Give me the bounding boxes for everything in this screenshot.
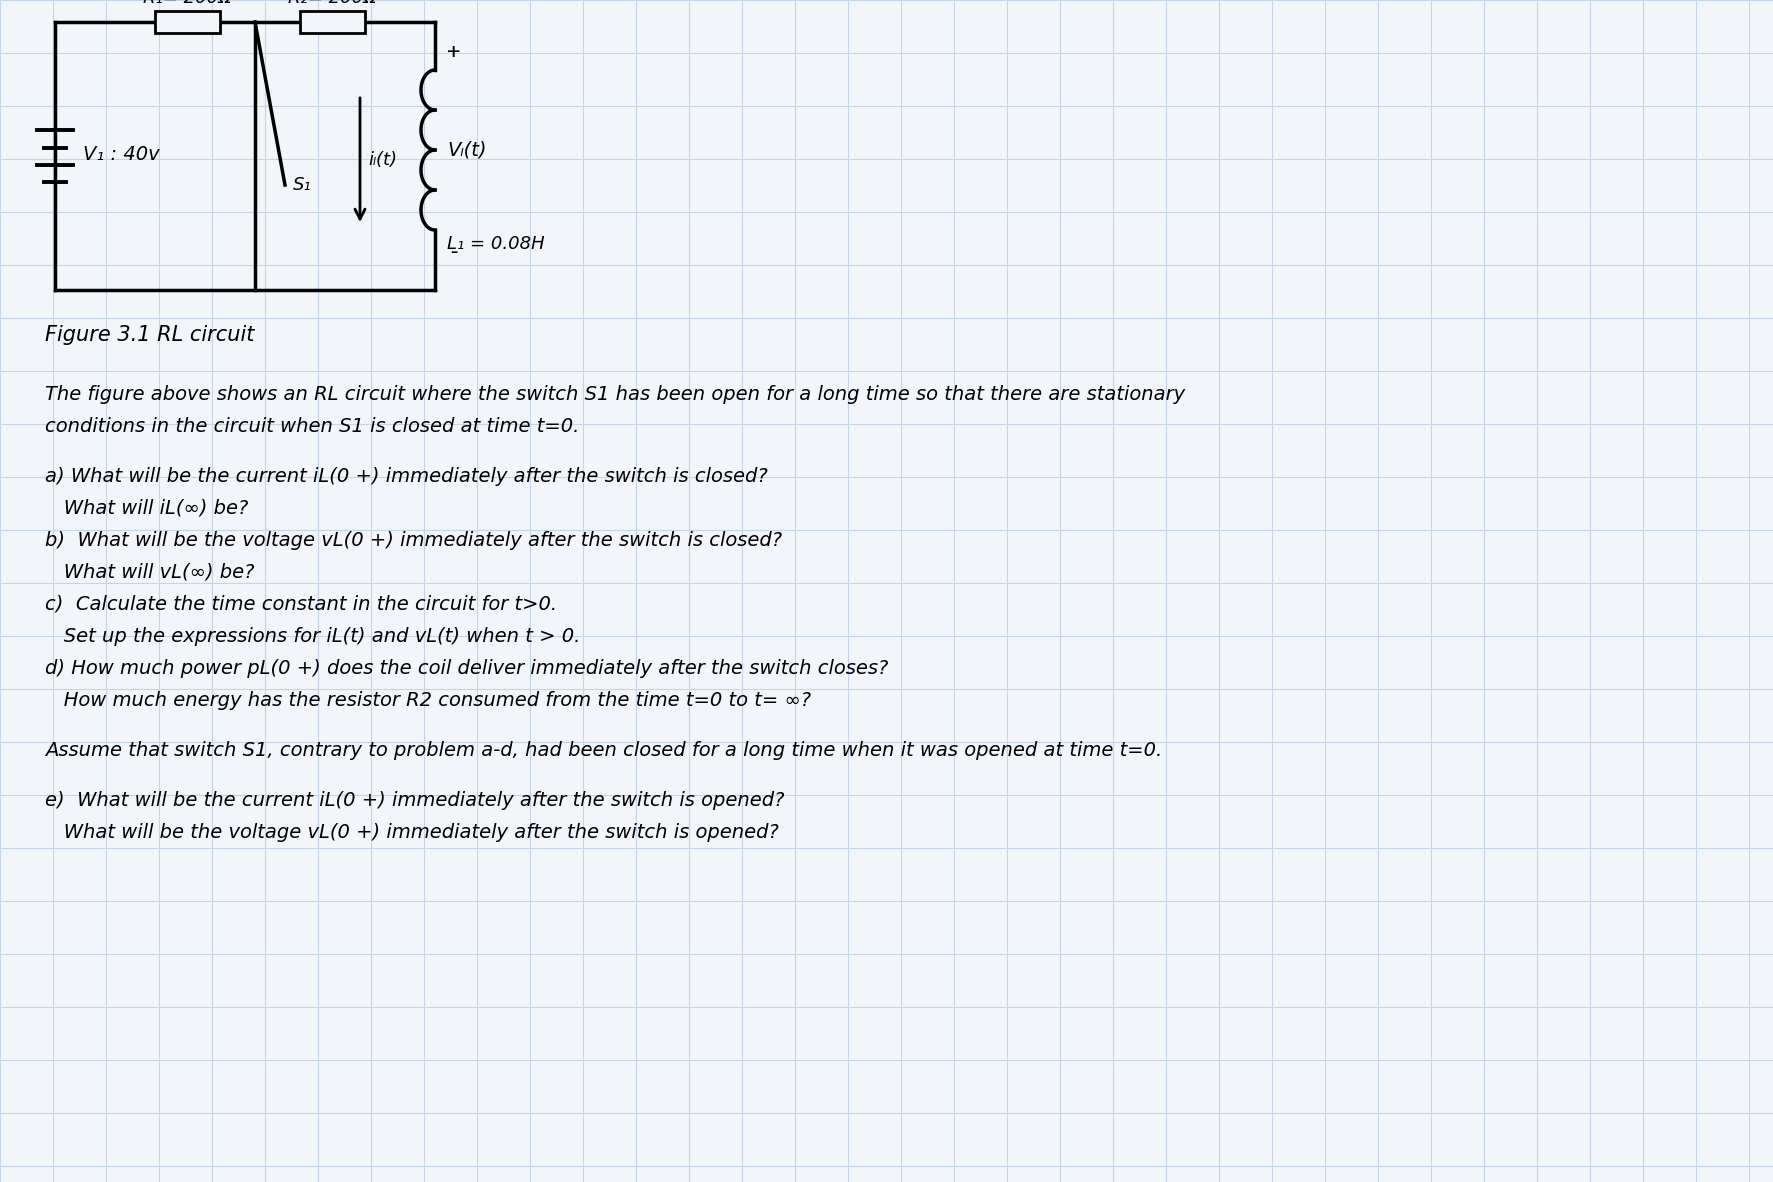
Bar <box>300 11 365 33</box>
Text: L₁ = 0.08H: L₁ = 0.08H <box>447 235 544 253</box>
Text: The figure above shows an RL circuit where the switch S1 has been open for a lon: The figure above shows an RL circuit whe… <box>44 385 1184 404</box>
Text: Assume that switch S1, contrary to problem a-d, had been closed for a long time : Assume that switch S1, contrary to probl… <box>44 741 1163 760</box>
Text: What will vL(∞) be?: What will vL(∞) be? <box>44 563 255 582</box>
Text: c)  Calculate the time constant in the circuit for t>0.: c) Calculate the time constant in the ci… <box>44 595 557 613</box>
Text: Set up the expressions for iL(t) and vL(t) when t > 0.: Set up the expressions for iL(t) and vL(… <box>44 626 580 647</box>
Text: Figure 3.1 RL circuit: Figure 3.1 RL circuit <box>44 325 254 345</box>
Text: d) How much power pL(0 +) does the coil deliver immediately after the switch clo: d) How much power pL(0 +) does the coil … <box>44 660 888 678</box>
Text: S₁: S₁ <box>293 176 312 194</box>
Text: What will iL(∞) be?: What will iL(∞) be? <box>44 499 248 518</box>
Text: +: + <box>447 43 461 61</box>
Text: conditions in the circuit when S1 is closed at time t=0.: conditions in the circuit when S1 is clo… <box>44 417 580 436</box>
Text: V₁ : 40v: V₁ : 40v <box>83 145 160 164</box>
Bar <box>154 11 220 33</box>
Text: e)  What will be the current iL(0 +) immediately after the switch is opened?: e) What will be the current iL(0 +) imme… <box>44 791 784 810</box>
Text: R₂= 200Ω: R₂= 200Ω <box>287 0 378 7</box>
Text: Vₗ(t): Vₗ(t) <box>447 141 486 160</box>
Text: What will be the voltage vL(0 +) immediately after the switch is opened?: What will be the voltage vL(0 +) immedia… <box>44 823 778 842</box>
Text: How much energy has the resistor R2 consumed from the time t=0 to t= ∞?: How much energy has the resistor R2 cons… <box>44 691 810 710</box>
Text: b)  What will be the voltage vL(0 +) immediately after the switch is closed?: b) What will be the voltage vL(0 +) imme… <box>44 531 782 550</box>
Text: -: - <box>447 242 461 262</box>
Text: R₁= 200Ω: R₁= 200Ω <box>144 0 232 7</box>
Text: iₗ(t): iₗ(t) <box>369 151 397 169</box>
Text: a) What will be the current iL(0 +) immediately after the switch is closed?: a) What will be the current iL(0 +) imme… <box>44 467 768 486</box>
